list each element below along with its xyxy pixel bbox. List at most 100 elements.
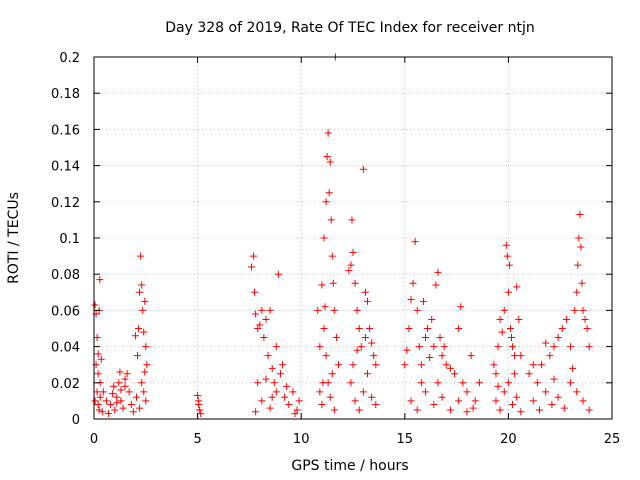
data-point	[446, 364, 454, 372]
data-point	[496, 406, 504, 414]
data-point	[316, 343, 324, 351]
data-point	[370, 352, 378, 360]
data-point	[500, 306, 508, 314]
data-point	[500, 388, 508, 396]
y-tick-label: 0.2	[59, 51, 80, 66]
data-point	[295, 397, 303, 405]
data-point	[117, 386, 125, 394]
data-point	[357, 343, 365, 351]
data-point	[426, 353, 434, 361]
data-point	[347, 379, 355, 387]
data-point	[252, 408, 260, 416]
data-point	[345, 267, 353, 275]
data-point	[136, 404, 144, 412]
x-axis-label: GPS time / hours	[291, 458, 408, 474]
data-point	[409, 279, 417, 287]
data-point	[550, 343, 558, 351]
data-point	[250, 252, 258, 260]
data-point	[581, 315, 589, 323]
data-point	[355, 325, 363, 332]
data-point	[498, 328, 506, 336]
data-point	[93, 388, 101, 396]
data-point	[125, 388, 133, 396]
data-point	[289, 388, 297, 396]
data-point	[107, 401, 115, 409]
data-point	[330, 306, 338, 314]
data-point	[492, 397, 500, 405]
data-point	[142, 343, 150, 351]
data-point	[513, 393, 521, 401]
data-point	[513, 283, 521, 291]
data-point	[579, 397, 587, 405]
data-point	[542, 388, 550, 396]
data-point	[94, 350, 102, 358]
data-point	[569, 364, 577, 372]
data-point	[321, 303, 329, 311]
data-point	[105, 410, 113, 418]
data-point	[434, 268, 442, 276]
data-point	[585, 406, 593, 414]
y-tick-label: 0.04	[51, 341, 80, 356]
data-point	[542, 339, 550, 347]
data-point	[93, 334, 101, 342]
data-point	[506, 325, 514, 332]
data-point	[576, 210, 584, 218]
data-point	[264, 352, 272, 360]
data-point	[413, 406, 421, 414]
data-point	[121, 382, 129, 390]
data-point	[554, 334, 562, 342]
data-point	[281, 393, 289, 401]
data-point	[316, 388, 324, 396]
chart-title: Day 328 of 2019, Rate Of TEC Index for r…	[165, 20, 535, 36]
data-point	[251, 288, 259, 296]
data-point	[127, 401, 135, 409]
data-point	[129, 408, 137, 416]
data-point	[529, 397, 537, 405]
data-point	[113, 399, 121, 407]
data-point	[496, 315, 504, 323]
data-point	[494, 343, 502, 351]
data-point	[372, 401, 380, 409]
data-point	[579, 306, 587, 314]
data-point	[471, 397, 479, 405]
data-point	[320, 234, 328, 242]
data-point	[262, 315, 270, 323]
data-point	[137, 252, 145, 260]
data-point	[138, 281, 146, 289]
data-point	[415, 343, 423, 351]
data-point	[430, 343, 438, 351]
data-point	[424, 325, 432, 332]
data-point	[334, 361, 342, 369]
data-point	[318, 401, 326, 409]
data-point	[247, 263, 255, 271]
data-point	[351, 397, 359, 405]
data-point	[361, 334, 369, 342]
data-point	[140, 388, 148, 396]
grid-layer	[94, 57, 612, 419]
data-point	[446, 406, 454, 414]
data-point	[347, 261, 355, 269]
data-point	[457, 303, 465, 311]
data-point	[459, 379, 467, 387]
data-point	[490, 361, 498, 369]
data-point	[422, 334, 430, 342]
data-point	[117, 397, 125, 405]
data-point	[560, 404, 568, 412]
data-point	[332, 334, 340, 342]
data-point	[511, 352, 519, 360]
data-point	[351, 279, 359, 287]
x-tick-label: 0	[90, 432, 98, 447]
data-point	[405, 325, 413, 332]
data-point	[258, 397, 266, 405]
data-point	[502, 241, 510, 249]
data-point	[140, 328, 148, 336]
data-point	[583, 325, 591, 332]
points-layer	[91, 53, 593, 418]
data-point	[279, 361, 287, 369]
data-point	[254, 379, 262, 387]
data-point	[94, 401, 102, 409]
data-point	[96, 276, 104, 284]
data-point	[571, 306, 579, 314]
data-point	[197, 410, 205, 418]
